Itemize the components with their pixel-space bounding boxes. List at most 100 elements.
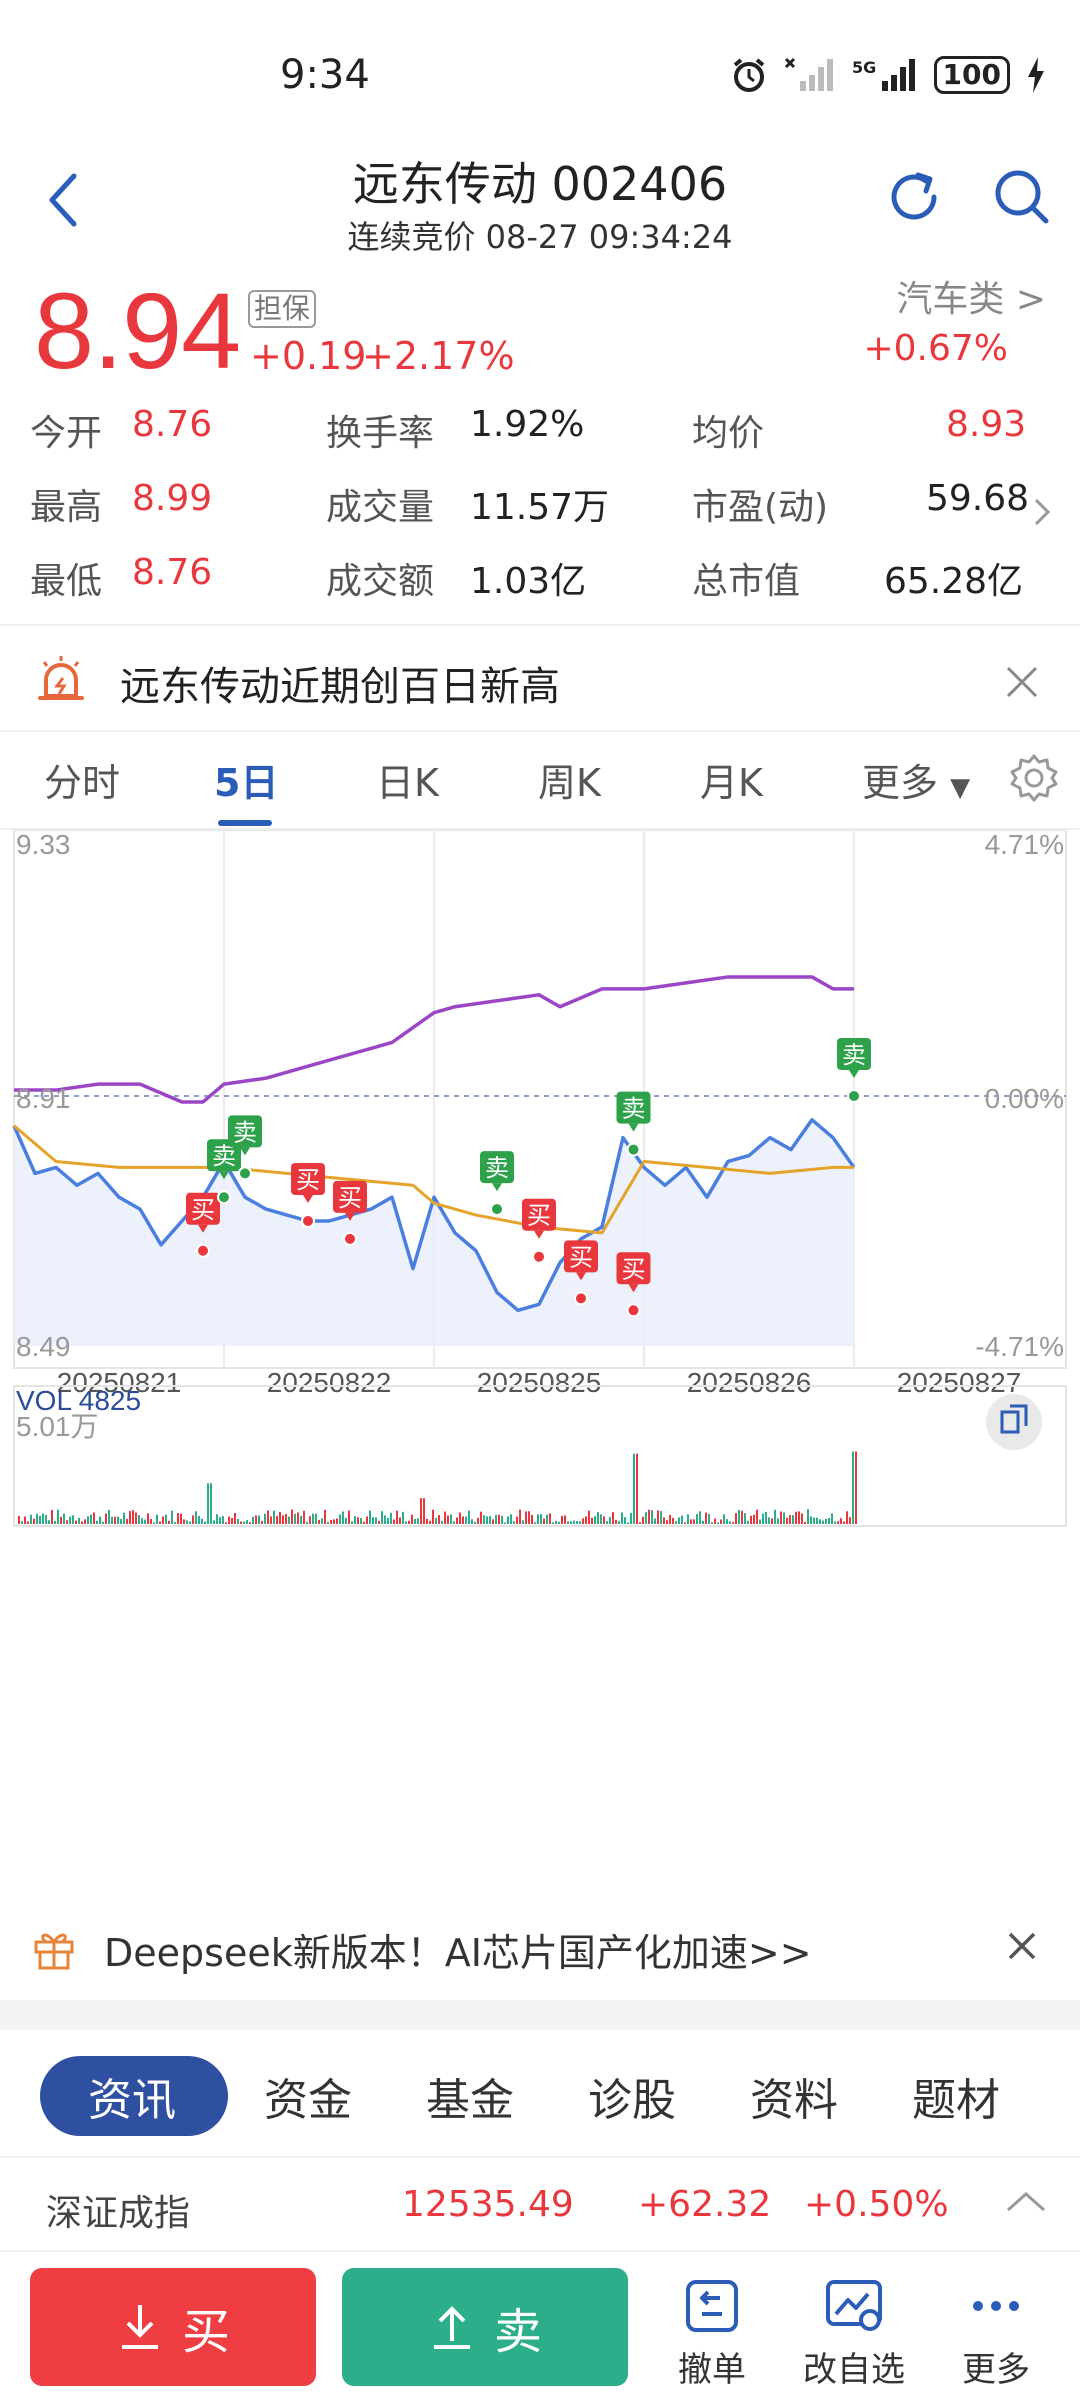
volume-bar [63,1513,65,1524]
volume-bar [807,1509,809,1524]
buy-signal[interactable]: 买 [291,1163,325,1228]
chevron-up-icon[interactable] [1004,2186,1048,2216]
x-labels: 20250821 20250822 20250825 20250826 20250827 [57,1367,1022,1398]
edit-watchlist-button[interactable]: 改自选 [794,2276,914,2391]
stat-value-open: 8.76 [132,404,213,445]
stat-label-amount: 成交额 [326,561,435,602]
buy-signal[interactable]: 买 [333,1180,367,1246]
sell-signal[interactable]: 卖 [480,1151,514,1217]
volume-bar [711,1522,713,1524]
tab-news[interactable]: 资讯 [88,2075,176,2126]
volume-bar [132,1510,134,1524]
buy-signal[interactable]: 买 [616,1252,651,1318]
tab-daily-k[interactable]: 日K [376,761,439,805]
volume-bar [282,1515,284,1524]
volume-bar [423,1498,425,1524]
tab-5day[interactable]: 5日 [214,761,279,805]
refresh-icon[interactable] [882,165,946,229]
volume-bar [408,1520,410,1524]
tab-profile[interactable]: 资料 [750,2075,838,2126]
x-tick-label: 20250827 [897,1367,1022,1398]
volume-bar [99,1516,101,1524]
volume-bar [378,1520,380,1524]
volume-bar [270,1516,272,1524]
volume-bar [402,1511,404,1524]
volume-bar [117,1516,119,1524]
search-icon[interactable] [990,165,1054,229]
volume-bar [639,1522,641,1524]
tab-weekly-k[interactable]: 周K [538,761,601,805]
sector-link[interactable]: 汽车类 > [896,270,1046,322]
volume-bar [567,1521,569,1524]
volume-bar [750,1515,752,1524]
sell-label: 卖 [493,2304,542,2360]
volume-bar [420,1498,422,1524]
promo-text[interactable]: Deepseek新版本！AI芯片国产化加速>> [104,1931,812,1975]
volume-bar [321,1518,323,1524]
buy-signal[interactable]: 买 [564,1240,598,1306]
tab-funds[interactable]: 基金 [426,2075,514,2126]
cancel-order-button[interactable]: 撤单 [652,2276,772,2391]
tab-diagnosis[interactable]: 诊股 [588,2075,676,2126]
back-button[interactable] [40,170,90,230]
tab-topics[interactable]: 题材 [912,2075,1000,2126]
volume-bar [306,1521,308,1524]
volume-bar [303,1510,305,1524]
buy-signal[interactable]: 买 [522,1198,556,1264]
battery-indicator: 100 [933,56,1010,94]
alert-message[interactable]: 远东传动近期创百日新高 [120,664,560,710]
tab-intraday[interactable]: 分时 [44,761,121,805]
sell-signal[interactable]: 卖 [837,1038,871,1103]
avg-price-line [13,1124,854,1235]
buy-signal[interactable]: 买 [186,1192,220,1258]
copy-icon[interactable] [986,1394,1042,1450]
volume-bar [348,1510,350,1524]
volume-bar [369,1510,371,1524]
stat-value-turnover: 1.92% [470,404,585,445]
chevron-right-icon[interactable] [1030,494,1054,530]
stat-label-high: 最高 [30,487,103,528]
volume-bar [339,1514,341,1524]
more-button[interactable]: 更多 [936,2276,1056,2391]
sell-button[interactable]: 卖 [342,2268,628,2386]
close-icon[interactable] [1006,1930,1038,1962]
volume-bar [735,1513,737,1524]
volume-bar [687,1514,689,1524]
volume-bar [624,1517,626,1524]
sell-signal[interactable]: 卖 [228,1115,262,1181]
tab-funds-flow[interactable]: 资金 [264,2075,352,2126]
volume-bar [225,1522,227,1524]
promo-banner[interactable] [0,1892,1080,2002]
tab-monthly-k[interactable]: 月K [700,761,763,805]
x-tick-label: 20250826 [687,1367,812,1398]
volume-bar [459,1512,461,1524]
volume-bar [822,1520,824,1524]
volume-bar [255,1515,257,1524]
volume-bar [291,1509,293,1524]
settings-gear-icon[interactable] [1008,752,1060,804]
price-change: +0.19 [250,334,367,378]
volume-bar [642,1516,644,1524]
volume-bar [645,1512,647,1524]
index-name[interactable]: 深证成指 [46,2193,191,2234]
volume-bar [435,1518,437,1524]
volume-bar [792,1515,794,1524]
volume-bar [669,1514,671,1524]
signal-label: 卖 [622,1095,646,1123]
volume-bar [729,1521,731,1524]
buy-button[interactable]: 买 [30,2268,316,2386]
volume-bar [330,1520,332,1524]
volume-bar [195,1511,197,1524]
volume-bar [771,1518,773,1524]
volume-bar [363,1521,365,1524]
volume-bar [60,1516,62,1524]
stat-value-high: 8.99 [132,478,213,519]
close-icon[interactable] [1004,664,1040,700]
volume-bar [804,1521,806,1524]
volume-bar [561,1515,563,1524]
signal-5g-icon: 5G [852,58,915,91]
sell-signal[interactable]: 卖 [616,1091,651,1157]
volume-bar [579,1521,581,1524]
tab-more[interactable]: 更多 ▼ [862,752,970,807]
